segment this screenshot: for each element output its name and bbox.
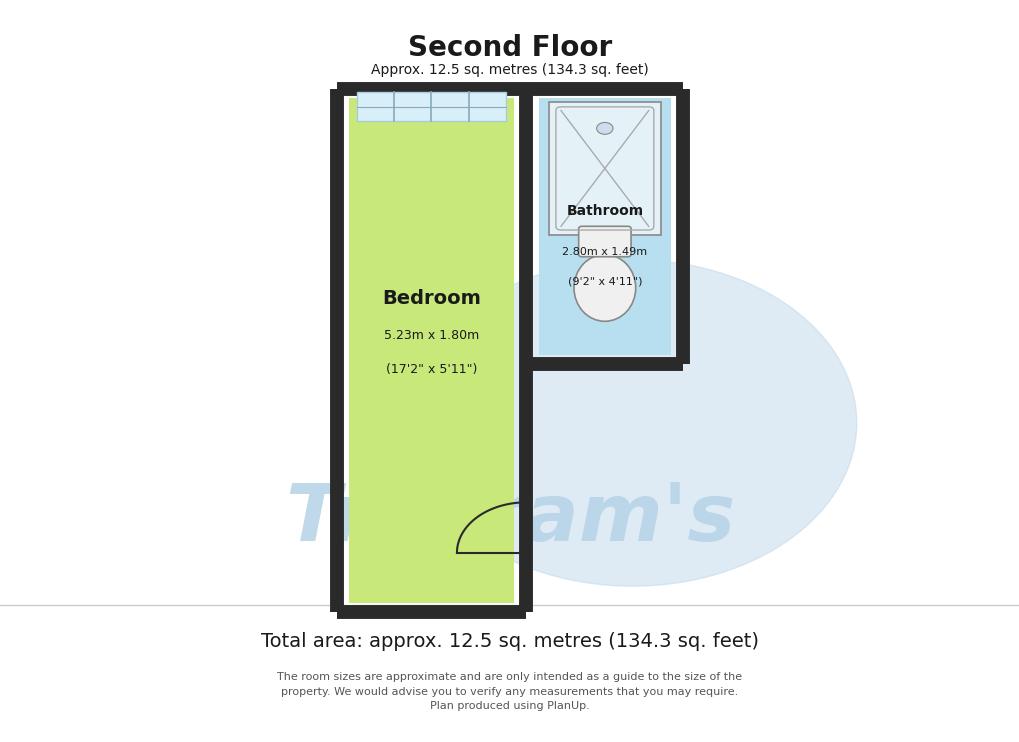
Bar <box>538 98 671 355</box>
Text: Approx. 12.5 sq. metres (134.3 sq. feet): Approx. 12.5 sq. metres (134.3 sq. feet) <box>371 64 648 77</box>
Text: Tristram's: Tristram's <box>284 480 735 559</box>
Text: Total area: approx. 12.5 sq. metres (134.3 sq. feet): Total area: approx. 12.5 sq. metres (134… <box>261 632 758 651</box>
Text: Bedroom: Bedroom <box>382 289 480 308</box>
Text: 5.23m x 1.80m: 5.23m x 1.80m <box>383 329 479 342</box>
Circle shape <box>408 260 856 586</box>
Ellipse shape <box>574 255 635 321</box>
Text: (9'2" x 4'11"): (9'2" x 4'11") <box>567 277 642 287</box>
Text: Second Floor: Second Floor <box>408 34 611 62</box>
Bar <box>348 98 514 603</box>
Text: The room sizes are approximate and are only intended as a guide to the size of t: The room sizes are approximate and are o… <box>277 672 742 712</box>
Text: Bathroom: Bathroom <box>566 205 643 218</box>
Bar <box>548 102 660 235</box>
Bar <box>357 92 505 122</box>
Text: 2.80m x 1.49m: 2.80m x 1.49m <box>561 247 647 257</box>
Circle shape <box>596 122 612 134</box>
Text: (17'2" x 5'11"): (17'2" x 5'11") <box>385 363 477 375</box>
FancyBboxPatch shape <box>578 226 631 257</box>
